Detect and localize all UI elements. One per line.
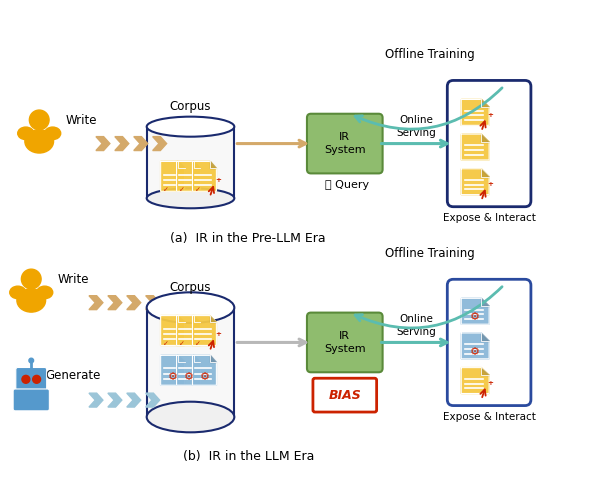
Text: +: + [216, 331, 222, 338]
Polygon shape [461, 169, 489, 195]
Polygon shape [96, 137, 110, 150]
Polygon shape [194, 162, 200, 168]
Polygon shape [461, 134, 489, 160]
Polygon shape [115, 137, 129, 150]
Polygon shape [178, 355, 185, 362]
Text: IR
System: IR System [324, 331, 365, 354]
Polygon shape [178, 316, 185, 322]
Text: ✓: ✓ [194, 187, 200, 193]
Text: ⚙: ⚙ [184, 372, 194, 382]
Text: IR
System: IR System [324, 132, 365, 155]
FancyBboxPatch shape [147, 127, 234, 198]
Polygon shape [153, 137, 167, 150]
Polygon shape [193, 355, 216, 385]
Ellipse shape [147, 402, 234, 432]
Ellipse shape [10, 286, 26, 299]
Polygon shape [193, 162, 216, 191]
Polygon shape [482, 367, 489, 375]
Polygon shape [210, 316, 216, 322]
Text: Corpus: Corpus [170, 281, 211, 294]
Text: ✓: ✓ [179, 187, 184, 193]
Text: ⚙: ⚙ [470, 312, 480, 322]
Text: Write: Write [66, 114, 97, 127]
Text: Generate: Generate [45, 369, 101, 382]
Polygon shape [89, 296, 103, 309]
FancyBboxPatch shape [307, 114, 383, 173]
Polygon shape [461, 298, 489, 324]
Polygon shape [178, 162, 185, 168]
Polygon shape [482, 169, 489, 177]
Circle shape [29, 110, 49, 130]
Ellipse shape [147, 117, 234, 137]
Text: (a)  IR in the Pre-LLM Era: (a) IR in the Pre-LLM Era [170, 231, 326, 244]
Polygon shape [461, 333, 489, 359]
Text: +: + [488, 112, 493, 118]
Polygon shape [210, 162, 216, 168]
Text: ✓: ✓ [179, 342, 184, 347]
FancyBboxPatch shape [448, 81, 531, 207]
FancyBboxPatch shape [307, 313, 383, 372]
Ellipse shape [147, 188, 234, 208]
FancyBboxPatch shape [313, 378, 377, 412]
Circle shape [22, 375, 30, 383]
FancyBboxPatch shape [13, 389, 49, 411]
Polygon shape [134, 137, 148, 150]
Text: +: + [488, 181, 493, 187]
Polygon shape [145, 296, 160, 309]
Polygon shape [482, 333, 489, 341]
Polygon shape [108, 296, 122, 309]
Text: Offline Training: Offline Training [384, 48, 474, 61]
Text: +: + [216, 177, 222, 183]
Text: ⚙: ⚙ [167, 372, 178, 382]
Polygon shape [161, 162, 185, 191]
Text: +: + [488, 380, 493, 386]
Text: Offline Training: Offline Training [384, 247, 474, 260]
Polygon shape [461, 367, 489, 393]
Polygon shape [461, 100, 489, 125]
Ellipse shape [45, 127, 61, 140]
Text: Expose & Interact: Expose & Interact [443, 213, 536, 223]
Text: Write: Write [57, 273, 89, 286]
Text: ✓: ✓ [163, 342, 169, 347]
Polygon shape [210, 355, 216, 362]
Text: Corpus: Corpus [170, 101, 211, 113]
Circle shape [33, 375, 41, 383]
Ellipse shape [147, 292, 234, 323]
Text: ⚙: ⚙ [470, 346, 480, 357]
FancyBboxPatch shape [448, 279, 531, 406]
Ellipse shape [25, 130, 54, 153]
Text: ⚙: ⚙ [200, 372, 209, 382]
Text: Online
Serving: Online Serving [396, 314, 436, 337]
Ellipse shape [36, 286, 53, 299]
Polygon shape [89, 393, 103, 407]
Text: BIAS: BIAS [328, 388, 361, 402]
Polygon shape [482, 100, 489, 107]
FancyBboxPatch shape [147, 307, 234, 417]
Polygon shape [482, 134, 489, 142]
Text: (b)  IR in the LLM Era: (b) IR in the LLM Era [182, 450, 314, 463]
Polygon shape [161, 316, 185, 346]
Text: Expose & Interact: Expose & Interact [443, 412, 536, 422]
Ellipse shape [17, 289, 45, 312]
Polygon shape [482, 298, 489, 306]
Circle shape [29, 358, 33, 363]
Text: Online
Serving: Online Serving [396, 116, 436, 138]
Polygon shape [127, 393, 141, 407]
Polygon shape [161, 355, 185, 385]
Text: ⌕ Query: ⌕ Query [325, 181, 369, 190]
Polygon shape [108, 393, 122, 407]
Text: ✓: ✓ [194, 342, 200, 347]
FancyBboxPatch shape [16, 367, 46, 391]
Ellipse shape [18, 127, 34, 140]
Polygon shape [176, 316, 200, 346]
Polygon shape [194, 316, 200, 322]
Polygon shape [127, 296, 141, 309]
Polygon shape [176, 162, 200, 191]
Polygon shape [194, 355, 200, 362]
Polygon shape [176, 355, 200, 385]
Text: ✓: ✓ [163, 187, 169, 193]
Polygon shape [193, 316, 216, 346]
Circle shape [21, 269, 41, 289]
Polygon shape [145, 393, 160, 407]
